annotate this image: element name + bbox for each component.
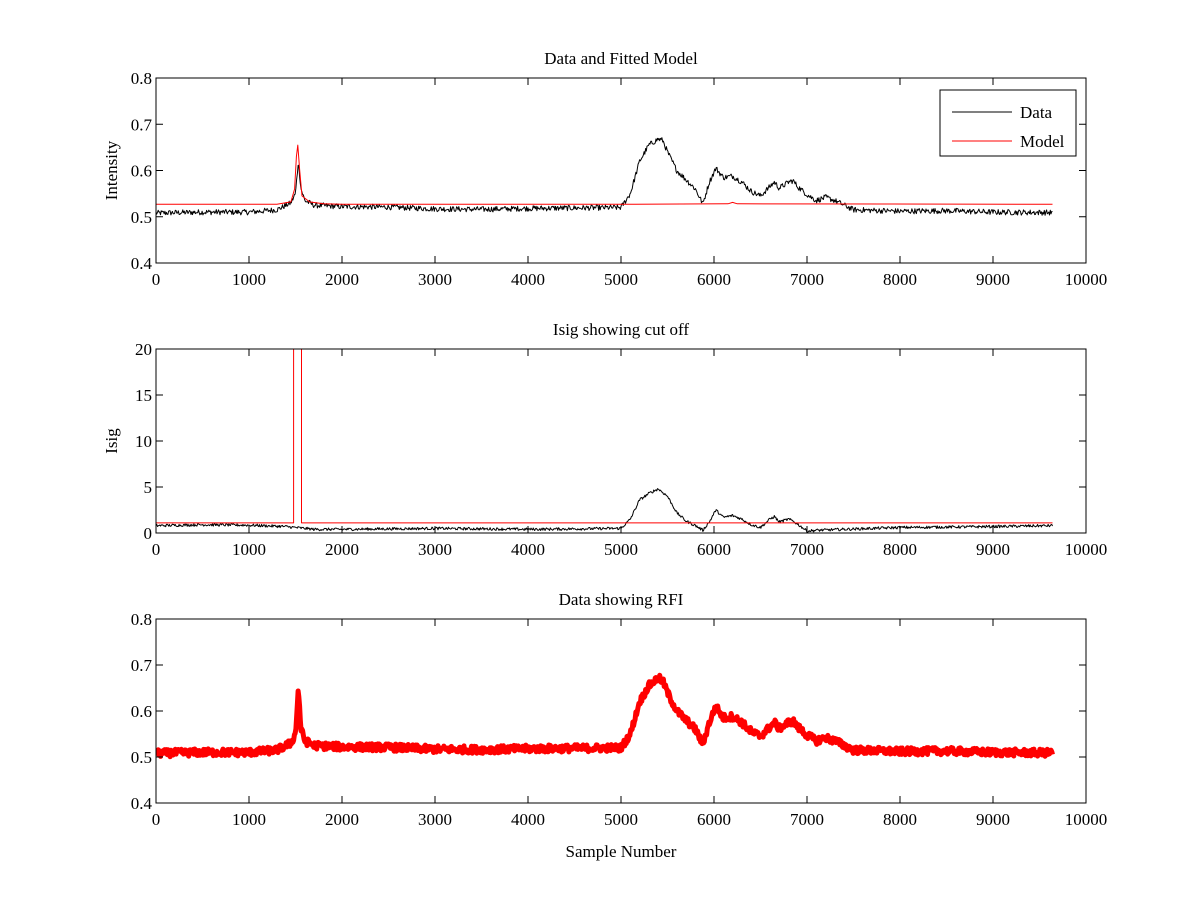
- y-tick-label: 0.5: [131, 208, 152, 227]
- y-tick-label: 0.8: [131, 69, 152, 88]
- y-tick-label: 0.5: [131, 748, 152, 767]
- x-tick-label: 6000: [697, 810, 731, 829]
- x-tick-label: 1000: [232, 270, 266, 289]
- series-line-model: [156, 144, 1053, 205]
- x-tick-label: 7000: [790, 270, 824, 289]
- x-tick-label: 0: [152, 270, 161, 289]
- y-axis-label: Intensity: [102, 140, 121, 200]
- x-tick-label: 10000: [1065, 810, 1108, 829]
- x-tick-label: 10000: [1065, 540, 1108, 559]
- x-tick-label: 0: [152, 540, 161, 559]
- x-tick-label: 4000: [511, 810, 545, 829]
- x-tick-label: 2000: [325, 540, 359, 559]
- x-tick-label: 2000: [325, 270, 359, 289]
- chart-panel-3: 0 1000 2000 3000 4000 5000 6000 7000 8000 9000 100…: [131, 590, 1108, 861]
- x-tick-label: 9000: [976, 810, 1010, 829]
- x-tick-label: 5000: [604, 810, 638, 829]
- y-tick-label: 0.7: [131, 656, 153, 675]
- x-tick-label: 7000: [790, 810, 824, 829]
- x-tick-label: 7000: [790, 540, 824, 559]
- x-tick-label: 6000: [697, 270, 731, 289]
- x-tick-label: 1000: [232, 810, 266, 829]
- chart-panel-1: 0 1000 2000 3000 4000 5000 6000 7000 8000 9000 100…: [102, 49, 1107, 289]
- y-tick-label: 10: [135, 432, 152, 451]
- y-tick-label: 20: [135, 340, 152, 359]
- x-tick-label: 9000: [976, 270, 1010, 289]
- series-line-1: [156, 672, 1055, 760]
- chart-title: Isig showing cut off: [553, 320, 689, 339]
- legend-box: [939, 89, 1077, 157]
- chart-panel-2: 0 1000 2000 3000 4000 5000 6000 7000 8000 9000 100…: [102, 320, 1107, 559]
- x-tick-label: 5000: [604, 540, 638, 559]
- legend-label-data: Data: [1020, 103, 1053, 122]
- x-tick-label: 3000: [418, 810, 452, 829]
- x-tick-label: 10000: [1065, 270, 1108, 289]
- x-axis-label: Sample Number: [566, 842, 677, 861]
- series-line-1: [156, 488, 1053, 533]
- y-tick-label: 15: [135, 386, 152, 405]
- plot-area: [156, 137, 1053, 216]
- y-tick-label: 0.7: [131, 115, 153, 134]
- x-tick-label: 5000: [604, 270, 638, 289]
- x-tick-label: 4000: [511, 540, 545, 559]
- chart-title: Data and Fitted Model: [544, 49, 698, 68]
- x-tick-label: 1000: [232, 540, 266, 559]
- y-tick-label: 0.8: [131, 610, 152, 629]
- x-tick-label: 4000: [511, 270, 545, 289]
- plot-area: [156, 672, 1055, 760]
- x-tick-label: 3000: [418, 270, 452, 289]
- x-tick-label: 0: [152, 810, 161, 829]
- x-tick-label: 8000: [883, 810, 917, 829]
- y-tick-label: 5: [144, 478, 153, 497]
- y-tick-label: 0.6: [131, 162, 152, 181]
- x-tick-label: 8000: [883, 270, 917, 289]
- x-tick-label: 2000: [325, 810, 359, 829]
- x-tick-label: 9000: [976, 540, 1010, 559]
- chart-title: Data showing RFI: [559, 590, 684, 609]
- series-line-data: [156, 137, 1053, 216]
- x-tick-label: 8000: [883, 540, 917, 559]
- legend-label-model: Model: [1020, 132, 1065, 151]
- y-tick-label: 0: [144, 524, 153, 543]
- legend: Data Model: [939, 89, 1077, 157]
- plot-area: [156, 349, 1053, 533]
- y-tick-label: 0.4: [131, 254, 153, 273]
- y-axis-label: Isig: [102, 428, 121, 454]
- x-tick-label: 6000: [697, 540, 731, 559]
- y-tick-label: 0.4: [131, 794, 153, 813]
- y-tick-label: 0.6: [131, 702, 152, 721]
- series-line-2: [156, 349, 1053, 524]
- x-tick-label: 3000: [418, 540, 452, 559]
